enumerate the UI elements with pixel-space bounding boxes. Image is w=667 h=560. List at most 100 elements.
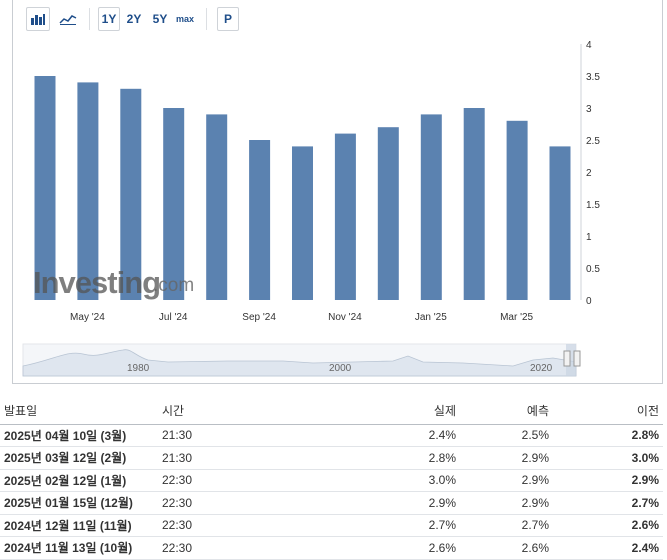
header-forecast[interactable]: 예측 xyxy=(460,398,553,425)
bar-oct24[interactable] xyxy=(292,146,313,300)
header-actual[interactable]: 실제 xyxy=(358,398,460,425)
previous-cell: 2.8% xyxy=(553,424,663,447)
range-max-button[interactable]: max xyxy=(173,7,197,31)
history-table: 발표일 시간 실제 예측 이전 2025년 04월 10일 (3월) 21:30 2… xyxy=(0,398,663,560)
y-tick-label: 2.5 xyxy=(586,136,600,147)
y-tick-label: 3.5 xyxy=(586,72,600,83)
print-button[interactable]: P xyxy=(217,7,239,31)
header-previous[interactable]: 이전 xyxy=(553,398,663,425)
navigator-right-handle[interactable] xyxy=(573,350,581,367)
table-row: 2025년 01월 15일 (12월) 22:30 2.9% 2.9% 2.7% xyxy=(0,491,663,515)
previous-cell: 3.0% xyxy=(553,446,663,470)
watermark-suffix: .com xyxy=(153,275,194,296)
x-tick-label: May '24 xyxy=(70,312,105,323)
actual-cell: 2.8% xyxy=(358,446,460,470)
navigator-selection xyxy=(566,344,576,376)
bar-nov24[interactable] xyxy=(334,133,356,300)
bar-sep24[interactable] xyxy=(249,140,271,300)
navigator-label-2020: 2020 xyxy=(530,363,553,374)
previous-cell: 2.9% xyxy=(553,469,663,492)
time-cell: 22:30 xyxy=(158,514,358,537)
actual-cell: 2.4% xyxy=(358,424,460,447)
toolbar-divider xyxy=(89,8,90,30)
bar-dec24[interactable] xyxy=(377,127,399,300)
release-date-cell: 2025년 01월 15일 (12월) xyxy=(0,491,158,515)
y-tick-label: 3 xyxy=(586,104,592,115)
navigator-label-1980: 1980 xyxy=(127,363,150,374)
header-time[interactable]: 시간 xyxy=(158,398,358,425)
bar-apr24[interactable] xyxy=(34,76,56,300)
previous-cell: 2.7% xyxy=(553,491,663,515)
bar-jan25[interactable] xyxy=(420,114,442,301)
header-release-date[interactable]: 발표일 xyxy=(0,398,158,425)
chart-toolbar: 1Y 2Y 5Y max P xyxy=(13,0,664,38)
forecast-cell: 2.7% xyxy=(460,514,553,537)
x-tick-label: Jul '24 xyxy=(159,312,188,323)
range-1y-button[interactable]: 1Y xyxy=(98,7,120,31)
line-chart-button[interactable] xyxy=(56,7,80,31)
previous-cell: 2.4% xyxy=(553,536,663,560)
watermark-brand: Investing xyxy=(33,265,160,300)
actual-cell: 2.9% xyxy=(358,491,460,515)
table-row: 2025년 02월 12일 (1월) 22:30 3.0% 2.9% 2.9% xyxy=(0,469,663,492)
range-5y-button[interactable]: 5Y xyxy=(149,7,171,31)
y-tick-label: 0.5 xyxy=(586,264,600,275)
forecast-cell: 2.9% xyxy=(460,446,553,470)
table-row: 2024년 12월 11일 (11월) 22:30 2.7% 2.7% 2.6% xyxy=(0,514,663,537)
investing-watermark: Investing .com xyxy=(33,265,194,300)
range-5y-label: 5Y xyxy=(152,12,168,26)
bar-may24[interactable] xyxy=(77,82,99,301)
bar-feb25[interactable] xyxy=(463,108,485,300)
range-1y-label: 1Y xyxy=(101,12,117,26)
bar-jun24[interactable] xyxy=(120,88,142,300)
navigator-label-2000: 2000 xyxy=(329,363,352,374)
time-cell: 21:30 xyxy=(158,424,358,447)
range-max-label: max xyxy=(175,14,194,24)
release-date-cell: 2024년 12월 11일 (11월) xyxy=(0,514,158,537)
navigator-area xyxy=(22,349,577,377)
range-navigator[interactable]: 1980 2000 2020 xyxy=(22,343,581,377)
x-tick-label: Jan '25 xyxy=(415,312,447,323)
y-tick-label: 0 xyxy=(586,296,592,307)
release-date-cell: 2025년 02월 12일 (1월) xyxy=(0,469,158,492)
y-tick-label: 1 xyxy=(586,232,592,243)
table-row: 2025년 03월 12일 (2월) 21:30 2.8% 2.9% 3.0% xyxy=(0,446,663,470)
actual-cell: 2.7% xyxy=(358,514,460,537)
line-chart-icon xyxy=(59,15,77,25)
release-date-cell: 2024년 11월 13일 (10월) xyxy=(0,536,158,560)
toolbar-divider xyxy=(206,8,207,30)
release-date-cell: 2025년 04월 10일 (3월) xyxy=(0,424,158,447)
bar-jul24[interactable] xyxy=(163,108,185,300)
bar-apr25[interactable] xyxy=(549,146,571,300)
forecast-cell: 2.9% xyxy=(460,469,553,492)
navigator-left-handle[interactable] xyxy=(563,350,571,367)
bar-chart-button[interactable] xyxy=(26,7,50,31)
time-cell: 22:30 xyxy=(158,536,358,560)
bar-chart-icon xyxy=(31,14,45,25)
release-date-cell: 2025년 03월 12일 (2월) xyxy=(0,446,158,470)
bar-chart: Investing .com 0 0.5 1 1.5 2 2.5 3 3.5 4 May '24… xyxy=(22,40,600,377)
forecast-cell: 2.9% xyxy=(460,491,553,515)
forecast-cell: 2.6% xyxy=(460,536,553,560)
x-tick-label: Nov '24 xyxy=(328,312,362,323)
table-header-row: 발표일 시간 실제 예측 이전 xyxy=(0,398,663,425)
bar-aug24[interactable] xyxy=(206,114,228,301)
range-2y-label: 2Y xyxy=(126,12,142,26)
time-cell: 22:30 xyxy=(158,491,358,515)
y-tick-label: 1.5 xyxy=(586,200,600,211)
x-tick-label: Mar '25 xyxy=(500,312,533,323)
range-2y-button[interactable]: 2Y xyxy=(123,7,145,31)
previous-cell: 2.6% xyxy=(553,514,663,537)
table-row: 2025년 04월 10일 (3월) 21:30 2.4% 2.5% 2.8% xyxy=(0,424,663,447)
y-tick-label: 4 xyxy=(586,40,592,51)
actual-cell: 3.0% xyxy=(358,469,460,492)
time-cell: 21:30 xyxy=(158,446,358,470)
chart-panel: 1Y 2Y 5Y max P Investing .com 0 0.5 1 1.5 2 2… xyxy=(12,0,663,384)
y-tick-label: 2 xyxy=(586,168,592,179)
table-row: 2024년 11월 13일 (10월) 22:30 2.6% 2.6% 2.4% xyxy=(0,536,663,560)
actual-cell: 2.6% xyxy=(358,536,460,560)
print-label: P xyxy=(223,12,232,26)
bar-mar25[interactable] xyxy=(506,120,528,300)
time-cell: 22:30 xyxy=(158,469,358,492)
x-tick-label: Sep '24 xyxy=(242,312,276,323)
